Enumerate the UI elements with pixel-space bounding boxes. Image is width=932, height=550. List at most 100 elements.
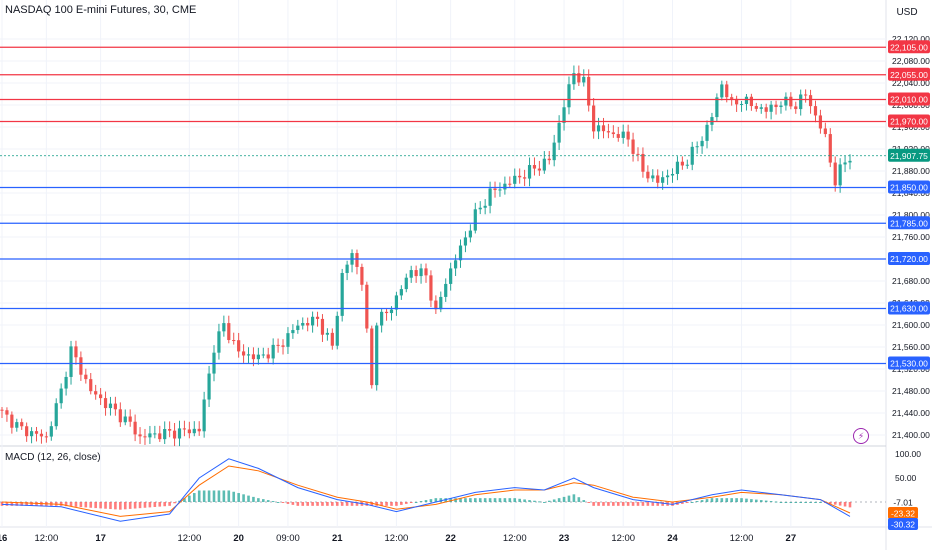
macd-histogram-bar: [552, 499, 556, 502]
candle: [838, 164, 842, 186]
candle: [365, 284, 369, 329]
macd-histogram-bar: [74, 502, 78, 507]
macd-histogram-bar: [64, 502, 68, 507]
candle: [468, 230, 472, 238]
macd-histogram-bar: [252, 496, 255, 502]
support-price-tag: [888, 301, 930, 315]
macd-histogram-bar: [163, 502, 166, 507]
macd-line: [1, 458, 851, 522]
candle: [330, 332, 334, 346]
candle: [59, 388, 63, 404]
macd-histogram-bar: [562, 496, 566, 502]
macd-histogram-bar: [158, 502, 162, 507]
resistance-price-label: 22,055.00: [890, 70, 928, 80]
candle: [128, 416, 132, 422]
macd-histogram-bar: [833, 502, 837, 505]
macd-histogram-bar: [686, 502, 689, 503]
support-price-tag: [888, 216, 930, 230]
candle: [789, 96, 793, 107]
macd-histogram-bar: [745, 498, 748, 502]
candle: [325, 332, 329, 335]
macd-histogram-bar: [395, 502, 398, 506]
macd-histogram-bar: [153, 502, 157, 507]
support-price-tag: [888, 356, 930, 370]
candle: [197, 428, 201, 432]
macd-histogram-bar: [5, 502, 9, 506]
macd-histogram-bar: [661, 502, 664, 506]
candle: [74, 346, 78, 358]
macd-histogram-bar: [656, 502, 660, 506]
candle: [449, 268, 453, 284]
candle: [685, 164, 689, 166]
macd-histogram-bar: [572, 494, 576, 502]
macd-histogram-bar: [597, 502, 600, 506]
x-tick-label: 09:00: [276, 533, 300, 544]
currency-button[interactable]: USD: [896, 6, 918, 18]
macd-histogram-bar: [257, 498, 260, 502]
macd-histogram-bar: [774, 501, 778, 503]
macd-histogram-bar: [587, 502, 590, 503]
candle: [0, 409, 4, 411]
y-tick-label: 21,880.00: [892, 166, 930, 176]
candle: [735, 98, 739, 105]
macd-histogram-bar: [641, 502, 645, 506]
y-tick-label: 22,040.00: [892, 78, 930, 88]
candle: [513, 175, 517, 184]
candle: [148, 433, 152, 438]
candle: [794, 106, 798, 110]
candle: [508, 183, 512, 185]
candle: [414, 270, 418, 277]
macd-histogram-bar: [735, 498, 738, 502]
macd-histogram-bar: [543, 502, 546, 503]
lightning-bolt-icon[interactable]: ⚡: [853, 428, 869, 444]
candle: [749, 96, 753, 107]
candle: [54, 403, 58, 427]
candle: [384, 311, 389, 314]
candle: [291, 330, 295, 334]
candle: [29, 431, 34, 437]
macd-histogram-bar: [789, 502, 793, 503]
candle: [621, 131, 625, 138]
y-tick-label: 21,560.00: [892, 342, 930, 352]
candle: [168, 429, 172, 431]
support-price-label: 21,850.00: [890, 183, 928, 193]
macd-histogram-bar: [222, 490, 226, 502]
x-tick-label: 12:00: [730, 533, 754, 544]
macd-histogram-bar: [488, 498, 492, 502]
candle: [784, 96, 788, 106]
macd-histogram-bar: [419, 501, 423, 503]
resistance-price-tag: [888, 92, 930, 106]
macd-histogram-bar: [434, 498, 438, 502]
candle: [266, 354, 270, 359]
candle: [730, 97, 734, 99]
candle: [172, 430, 177, 439]
candle: [611, 132, 615, 135]
candle: [15, 422, 19, 428]
candle: [370, 328, 374, 386]
candle: [360, 266, 364, 285]
support-price-tag: [888, 180, 930, 194]
macd-histogram-bar: [168, 502, 171, 506]
candle: [222, 323, 226, 332]
candle: [518, 175, 522, 178]
candle: [320, 318, 325, 335]
macd-histogram-bar: [326, 502, 329, 506]
macd-histogram-bar: [133, 502, 137, 509]
x-tick-label: 12:00: [177, 533, 201, 544]
macd-histogram-bar: [276, 502, 280, 503]
macd-histogram-bar: [232, 491, 236, 502]
macd-histogram-bar: [538, 501, 541, 503]
candle: [562, 107, 566, 123]
candle: [34, 431, 39, 434]
macd-histogram-bar: [794, 502, 798, 503]
candle: [133, 421, 137, 435]
candle: [163, 429, 167, 440]
candle: [606, 131, 611, 133]
macd-value-tag: [888, 496, 918, 508]
y-tick-label: 21,800.00: [892, 210, 930, 220]
macd-pane: 100.00 50.00 -7.01-23.32-30.32: [0, 449, 921, 530]
candle: [69, 346, 73, 377]
candle: [656, 175, 660, 183]
